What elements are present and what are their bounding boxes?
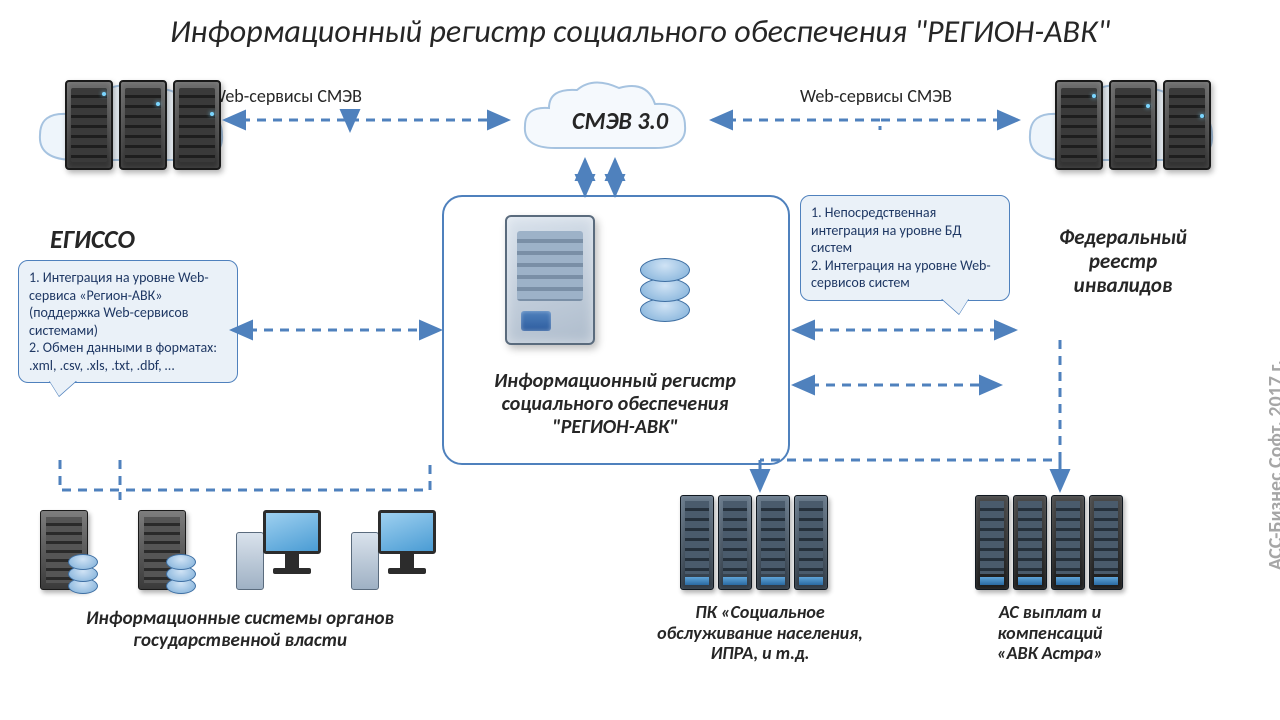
center-db-icon (640, 258, 690, 323)
center-label: Информационный регистр социального обесп… (455, 370, 775, 439)
social-label: ПК «Социальное обслуживание населения, И… (630, 602, 890, 664)
center-server-icon (505, 215, 595, 345)
gov-label: Информационные системы органов государст… (40, 608, 440, 652)
page-title: Информационный регистр социального обесп… (0, 12, 1280, 51)
astra-icon (975, 495, 1123, 590)
egisso-label: ЕГИССО (50, 225, 135, 255)
copyright-text: АСС-Бизнес Софт, 2017 г. (1264, 360, 1280, 570)
federal-label: Федеральный реестр инвалидов (1028, 225, 1218, 297)
center-label-line1: Информационный регистр (455, 370, 775, 393)
smev-label: СМЭВ 3.0 (560, 108, 680, 136)
astra-label: АС выплат и компенсаций «АВК Астра» (940, 602, 1160, 664)
smev-left-sublabel: Web-сервисы СМЭВ (210, 85, 362, 107)
egisso-racks-icon (65, 80, 221, 170)
federal-racks-icon (1055, 80, 1211, 170)
center-label-line3: "РЕГИОН-АВК" (455, 416, 775, 439)
smev-right-sublabel: Web-сервисы СМЭВ (800, 85, 952, 107)
callout-left: 1. Интеграция на уровне Web-сервиса «Рег… (18, 260, 238, 383)
social-icon (680, 495, 828, 590)
callout-right: 1. Непосредственная интеграция на уровне… (800, 195, 1010, 301)
center-label-line2: социального обеспечения (455, 393, 775, 416)
gov-icons (40, 510, 436, 590)
